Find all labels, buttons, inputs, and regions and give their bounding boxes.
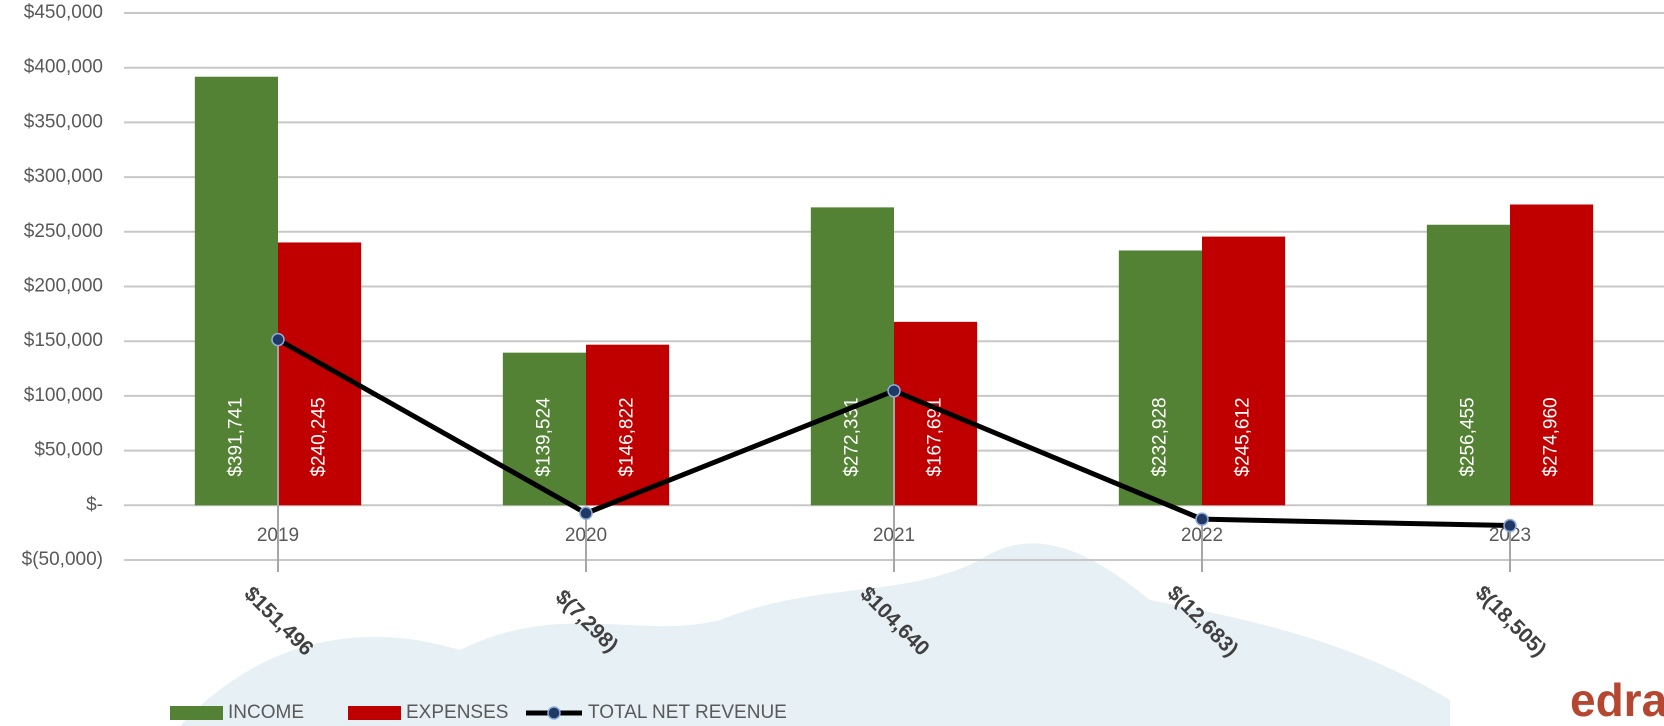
- bar-value-label: $245,612: [1233, 397, 1254, 476]
- bar: [810, 207, 894, 506]
- y-tick-label: $(50,000): [22, 549, 103, 570]
- line-value-label: $151,496: [240, 582, 318, 660]
- line-marker: [271, 332, 285, 347]
- bar-value-label: $232,928: [1149, 397, 1170, 476]
- bar-value-label: $139,524: [533, 397, 554, 477]
- bar-value-label: $391,741: [225, 397, 246, 476]
- y-tick-label: $450,000: [24, 2, 103, 23]
- legend-label: TOTAL NET REVENUE: [588, 702, 787, 723]
- y-tick-label: $350,000: [24, 111, 103, 132]
- bar-value-label: $240,245: [309, 397, 330, 476]
- bar: [1118, 250, 1202, 506]
- background-watermark: [180, 543, 1450, 726]
- y-tick-label: $200,000: [24, 276, 103, 297]
- bar: [1426, 224, 1510, 506]
- bar: [586, 344, 670, 506]
- y-tick-label: $-: [86, 494, 103, 515]
- bar: [894, 321, 978, 506]
- line-marker: [887, 384, 901, 398]
- bar: [1510, 204, 1594, 506]
- bar-value-label: $256,455: [1457, 397, 1478, 476]
- y-tick-label: $250,000: [24, 221, 103, 242]
- logo-text: edra: [1570, 674, 1664, 726]
- legend-swatch: [170, 706, 223, 720]
- bar: [502, 352, 586, 506]
- bar: [278, 242, 362, 506]
- bar: [194, 76, 278, 506]
- y-tick-label: $300,000: [24, 166, 103, 187]
- bar-value-label: $274,960: [1541, 397, 1562, 476]
- line-marker: [1195, 512, 1209, 526]
- bar: [1202, 236, 1286, 506]
- bar-value-label: $146,822: [617, 397, 638, 476]
- line-marker: [1503, 518, 1517, 533]
- y-tick-label: $400,000: [24, 57, 103, 78]
- line-value-label: $(18,505): [1471, 581, 1551, 661]
- y-tick-label: $100,000: [24, 385, 103, 406]
- legend-label: INCOME: [228, 702, 304, 723]
- y-tick-label: $50,000: [34, 440, 103, 461]
- bar-value-label: $167,691: [925, 397, 946, 476]
- legend-marker: [547, 706, 561, 720]
- legend-label: EXPENSES: [406, 702, 508, 723]
- legend-swatch: [348, 706, 401, 720]
- bar-value-label: $272,331: [841, 397, 862, 476]
- line-marker: [579, 506, 593, 521]
- y-tick-label: $150,000: [24, 330, 103, 351]
